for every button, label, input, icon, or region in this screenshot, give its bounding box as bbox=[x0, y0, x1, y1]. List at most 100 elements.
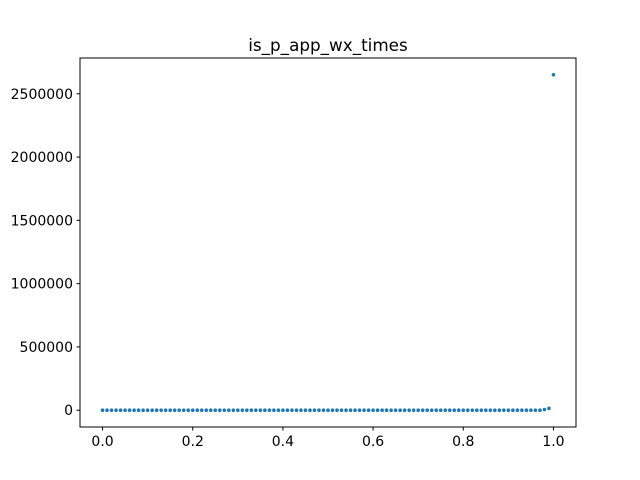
data-point bbox=[547, 406, 551, 411]
data-point bbox=[222, 408, 227, 413]
data-point bbox=[321, 408, 326, 413]
data-point bbox=[479, 408, 484, 413]
data-point bbox=[470, 408, 475, 413]
x-tick-label: 1.0 bbox=[542, 434, 564, 450]
data-point bbox=[529, 408, 533, 413]
data-point bbox=[213, 408, 218, 413]
data-point bbox=[240, 408, 245, 413]
data-point bbox=[434, 408, 439, 413]
data-point bbox=[254, 408, 258, 413]
data-point bbox=[524, 408, 529, 413]
data-point bbox=[109, 408, 114, 413]
data-point bbox=[420, 408, 425, 413]
data-point bbox=[132, 408, 136, 413]
data-point bbox=[308, 408, 312, 413]
data-point bbox=[208, 408, 213, 413]
data-point bbox=[335, 408, 339, 413]
data-point bbox=[393, 408, 398, 413]
x-tick-label: 0.0 bbox=[91, 434, 113, 450]
data-point bbox=[267, 408, 272, 413]
data-point bbox=[353, 408, 357, 413]
data-point bbox=[154, 408, 159, 413]
data-point bbox=[100, 408, 105, 413]
data-points bbox=[100, 72, 556, 413]
data-point bbox=[461, 408, 466, 413]
data-point bbox=[339, 408, 344, 413]
data-point bbox=[281, 408, 285, 413]
x-tick-label: 0.4 bbox=[272, 434, 294, 450]
data-point bbox=[136, 408, 141, 413]
data-point bbox=[123, 408, 127, 413]
data-point bbox=[303, 408, 308, 413]
data-point bbox=[475, 408, 479, 413]
chart-title: is_p_app_wx_times bbox=[248, 35, 408, 56]
data-point bbox=[290, 408, 294, 413]
data-point bbox=[330, 408, 335, 413]
data-point bbox=[515, 408, 520, 413]
y-tick-label: 500000 bbox=[20, 340, 73, 356]
data-point bbox=[141, 408, 145, 413]
data-point bbox=[429, 408, 434, 413]
data-point bbox=[398, 408, 402, 413]
data-point bbox=[542, 407, 547, 412]
data-point bbox=[263, 408, 267, 413]
data-point bbox=[168, 408, 172, 413]
data-point bbox=[488, 408, 493, 413]
data-point bbox=[172, 408, 177, 413]
data-point bbox=[502, 408, 506, 413]
data-point bbox=[145, 408, 150, 413]
data-point bbox=[118, 408, 123, 413]
data-point bbox=[163, 408, 168, 413]
data-point bbox=[533, 408, 538, 413]
data-point bbox=[438, 408, 443, 413]
data-point bbox=[204, 408, 209, 413]
data-point bbox=[236, 408, 240, 413]
data-point bbox=[195, 408, 200, 413]
data-point bbox=[452, 408, 457, 413]
data-point bbox=[199, 408, 204, 413]
data-point bbox=[497, 408, 502, 413]
data-point bbox=[371, 408, 375, 413]
data-point bbox=[348, 408, 353, 413]
data-point bbox=[285, 408, 290, 413]
data-point bbox=[538, 408, 542, 413]
data-point bbox=[276, 408, 281, 413]
y-axis: 0 500000 1000000 1500000 2000000 2500000 bbox=[11, 87, 80, 419]
data-point bbox=[272, 408, 276, 413]
data-point bbox=[317, 408, 321, 413]
data-point bbox=[456, 408, 461, 413]
data-point bbox=[105, 408, 109, 413]
data-point bbox=[181, 408, 186, 413]
data-point bbox=[425, 408, 430, 413]
data-point bbox=[114, 408, 118, 413]
data-point bbox=[362, 408, 366, 413]
data-point bbox=[357, 408, 362, 413]
data-point bbox=[384, 408, 389, 413]
data-point bbox=[520, 408, 524, 413]
data-point bbox=[190, 408, 195, 413]
data-point bbox=[511, 408, 515, 413]
y-tick-label: 2000000 bbox=[11, 150, 73, 166]
data-point bbox=[227, 408, 231, 413]
x-axis: 0.0 0.2 0.4 0.6 0.8 1.0 bbox=[91, 427, 565, 450]
data-point bbox=[493, 408, 497, 413]
data-point bbox=[249, 408, 254, 413]
x-tick-label: 0.8 bbox=[452, 434, 474, 450]
data-point bbox=[127, 408, 132, 413]
data-point bbox=[443, 408, 448, 413]
y-tick-label: 1000000 bbox=[11, 277, 73, 293]
data-point bbox=[258, 408, 263, 413]
y-tick-label: 0 bbox=[64, 403, 73, 419]
data-point bbox=[294, 408, 299, 413]
data-point bbox=[159, 408, 163, 413]
data-point bbox=[506, 408, 511, 413]
data-point bbox=[411, 408, 416, 413]
data-point bbox=[217, 408, 222, 413]
data-point bbox=[465, 408, 470, 413]
data-point bbox=[380, 408, 384, 413]
data-point bbox=[484, 408, 488, 413]
data-point bbox=[150, 408, 154, 413]
data-point bbox=[245, 408, 249, 413]
data-point bbox=[231, 408, 236, 413]
